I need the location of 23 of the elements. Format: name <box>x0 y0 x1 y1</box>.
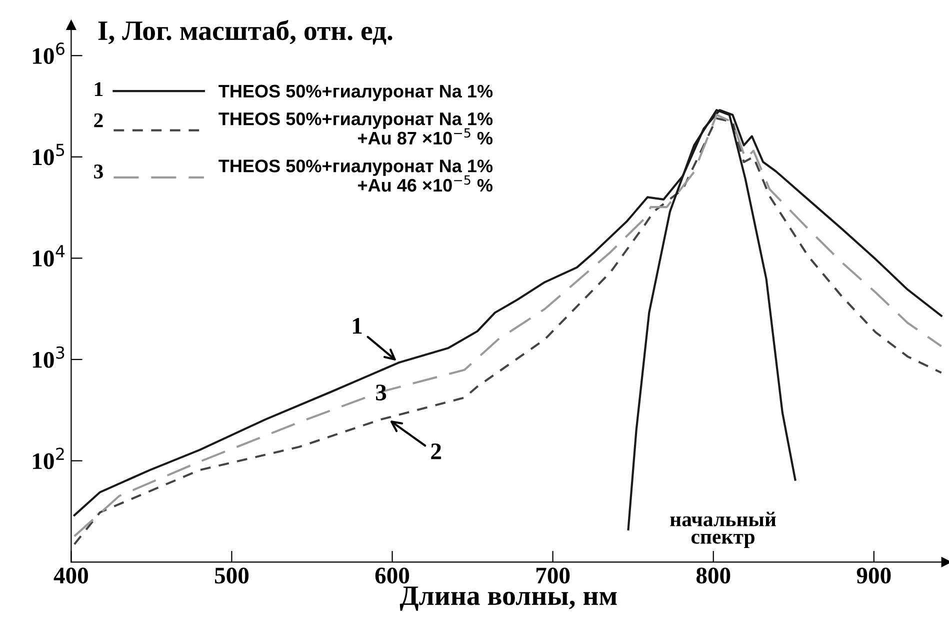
x-tick-label: 700 <box>536 568 570 584</box>
x-tick-label: 900 <box>856 568 891 584</box>
y-tick-label: 10$^{6}$ <box>33 42 64 64</box>
annotation: 1 <box>353 318 362 334</box>
legend-label: THEOS 50%+гиалуронат Na 1% +Au 46 ×10$^{−5}$ % <box>218 160 493 192</box>
y-axis-title: I, Лог. масштаб, отн. ед. <box>98 20 392 45</box>
annotation: начальный спектр <box>670 512 776 548</box>
legend-label: THEOS 50%+гиалуронат Na 1% <box>218 84 493 102</box>
annotation: 2 <box>431 444 441 460</box>
y-tick-label: 10$^{3}$ <box>33 346 64 368</box>
x-tick-label: 400 <box>54 568 88 584</box>
y-tick-label: 10$^{2}$ <box>33 448 64 470</box>
x-tick-label: 500 <box>214 568 249 584</box>
y-tick-label: 10$^{4}$ <box>33 245 65 266</box>
x-axis-title: Длина волны, нм <box>400 586 617 611</box>
annotation: 2 <box>94 113 103 128</box>
y-tick-label: 10$^{5}$ <box>33 144 64 166</box>
annotation: 3 <box>94 164 103 179</box>
x-tick-label: 800 <box>696 568 730 584</box>
annotation: 1 <box>94 82 103 96</box>
legend-label: THEOS 50%+гиалуронат Na 1% +Au 87 ×10$^{−5}$ % <box>218 112 493 145</box>
annotation: 3 <box>376 384 386 400</box>
x-tick-label: 600 <box>375 568 410 584</box>
